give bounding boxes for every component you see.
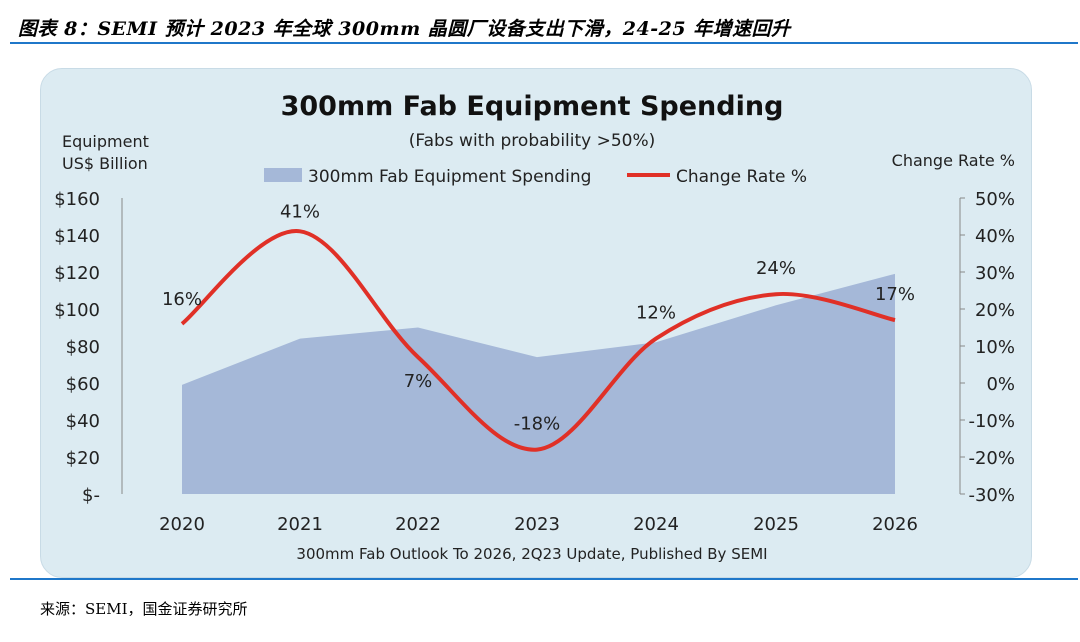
caption-rule <box>10 42 1078 44</box>
left-tick-label: $160 <box>54 189 100 210</box>
figure-source: 来源：SEMI，国金证券研究所 <box>40 600 248 618</box>
x-tick-label: 2025 <box>753 514 799 535</box>
legend-label-spending: 300mm Fab Equipment Spending <box>308 167 591 187</box>
left-tick-label: $120 <box>54 263 100 284</box>
left-tick-label: $140 <box>54 226 100 247</box>
chart-footer: 300mm Fab Outlook To 2026, 2Q23 Update, … <box>296 545 767 563</box>
data-label-change-rate: 16% <box>162 289 202 310</box>
data-label-change-rate: 7% <box>404 371 433 392</box>
x-tick-label: 2023 <box>514 514 560 535</box>
figure-caption: 图表 8：SEMI 预计 2023 年全球 300mm 晶圆厂设备支出下滑，24… <box>18 18 791 40</box>
left-tick-label: $- <box>82 485 100 506</box>
right-tick-label: 10% <box>975 337 1015 358</box>
line-series-change-rate <box>180 229 896 452</box>
x-tick-label: 2022 <box>395 514 441 535</box>
x-tick-label: 2020 <box>159 514 205 535</box>
footer-rule <box>10 578 1078 580</box>
right-tick-label: 40% <box>975 226 1015 247</box>
right-tick-label: 0% <box>986 374 1015 395</box>
chart-subtitle: (Fabs with probability >50%) <box>409 131 656 151</box>
data-label-change-rate: 41% <box>280 201 320 222</box>
data-label-change-rate: 24% <box>756 258 796 279</box>
left-tick-label: $60 <box>66 374 100 395</box>
left-tick-label: $20 <box>66 448 100 469</box>
right-tick-label: 50% <box>975 189 1015 210</box>
x-tick-label: 2026 <box>872 514 918 535</box>
left-axis-label-line2: US$ Billion <box>62 154 148 173</box>
right-tick-label: 20% <box>975 300 1015 321</box>
left-tick-label: $100 <box>54 300 100 321</box>
legend-label-change-rate: Change Rate % <box>676 167 807 187</box>
right-tick-label: 30% <box>975 263 1015 284</box>
data-label-change-rate: -18% <box>514 414 561 435</box>
left-tick-label: $40 <box>66 411 100 432</box>
right-tick-label: -10% <box>968 411 1015 432</box>
data-label-change-rate: 12% <box>636 303 676 324</box>
x-tick-label: 2021 <box>277 514 323 535</box>
chart-title: 300mm Fab Equipment Spending <box>281 91 784 122</box>
data-label-change-rate: 17% <box>875 284 915 305</box>
left-axis-label-line1: Equipment <box>62 132 149 151</box>
right-axis-label: Change Rate % <box>892 151 1015 170</box>
right-tick-label: -20% <box>968 448 1015 469</box>
right-tick-label: -30% <box>968 485 1015 506</box>
plot-area: $- $20 $40 $60 $80 $100 $120 $140 $160 -30% -20% -1… <box>54 189 1015 535</box>
x-tick-label: 2024 <box>633 514 679 535</box>
legend-swatch-spending <box>264 168 302 182</box>
left-tick-label: $80 <box>66 337 100 358</box>
area-series-spending <box>182 273 895 494</box>
